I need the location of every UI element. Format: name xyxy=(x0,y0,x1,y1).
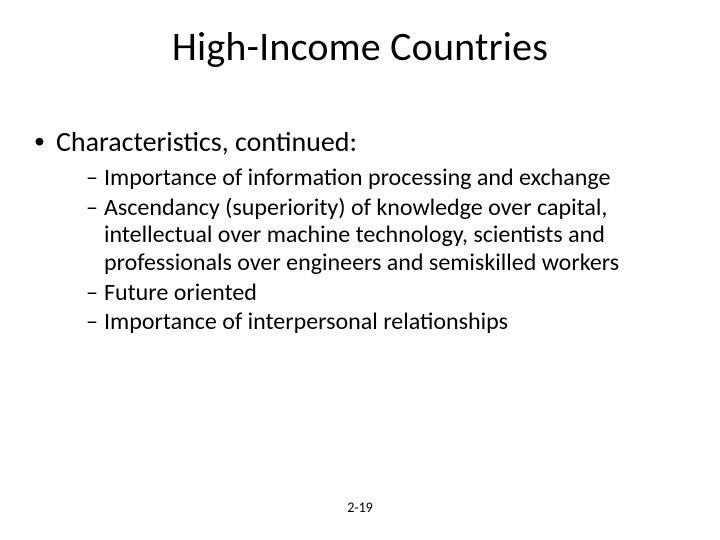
list-item: • Characteristics, continued: xyxy=(34,126,680,158)
dash-icon: – xyxy=(86,279,104,307)
list-item: – Future oriented xyxy=(86,279,680,307)
slide-body: • Characteristics, continued: – Importan… xyxy=(34,120,680,338)
dash-icon: – xyxy=(86,194,104,222)
list-item-text: Future oriented xyxy=(104,279,680,307)
list-item: – Importance of interpersonal relationsh… xyxy=(86,308,680,336)
page-number: 2-19 xyxy=(0,499,720,516)
slide: High-Income Countries • Characteristics,… xyxy=(0,0,720,540)
list-item-text: Ascendancy (superiority) of knowledge ov… xyxy=(104,194,680,277)
list-item-text: Importance of interpersonal relationship… xyxy=(104,308,680,336)
dash-icon: – xyxy=(86,164,104,192)
list-item-text: Importance of information processing and… xyxy=(104,164,680,192)
list-item-text: Characteristics, continued: xyxy=(56,126,680,158)
list-item: – Ascendancy (superiority) of knowledge … xyxy=(86,194,680,277)
list-item: – Importance of information processing a… xyxy=(86,164,680,192)
sub-list: – Importance of information processing a… xyxy=(86,164,680,336)
dash-icon: – xyxy=(86,308,104,336)
slide-title: High-Income Countries xyxy=(0,22,720,71)
bullet-icon: • xyxy=(34,126,56,157)
